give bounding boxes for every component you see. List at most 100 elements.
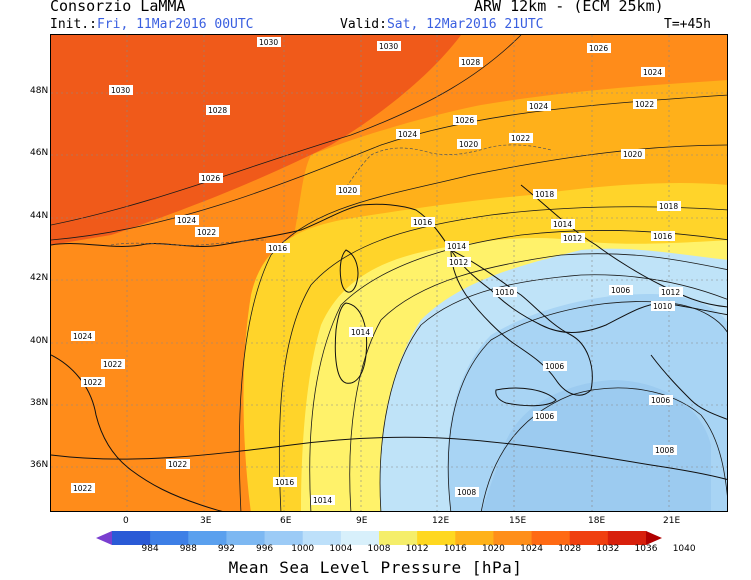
colorbar-cell: [607, 531, 647, 545]
isobar-line: [51, 35, 522, 226]
svg-text:1022: 1022: [635, 100, 654, 109]
svg-text:1020: 1020: [623, 150, 642, 159]
colorbar-level-label: 1016: [443, 544, 467, 554]
isobar-label: 1026: [199, 173, 223, 183]
isobar-label: 1022: [81, 377, 105, 387]
isobar-label: 1016: [651, 231, 675, 241]
svg-text:1022: 1022: [168, 460, 187, 469]
svg-text:1024: 1024: [398, 130, 417, 139]
svg-text:1010: 1010: [653, 302, 672, 311]
svg-text:1022: 1022: [197, 228, 216, 237]
init-label: Init.:Fri, 11Mar2016 00UTC: [50, 17, 254, 32]
isobar-label: 1010: [651, 301, 675, 311]
isobar-line: [51, 94, 727, 241]
svg-text:1018: 1018: [659, 202, 678, 211]
isobar-label: 1008: [653, 445, 677, 455]
lon-label: 12E: [432, 516, 450, 526]
svg-text:1022: 1022: [83, 378, 102, 387]
colorbar-cells: [112, 531, 647, 545]
svg-text:1024: 1024: [529, 102, 548, 111]
isobar-label: 1014: [445, 241, 469, 251]
colorbar-level-label: 1020: [481, 544, 505, 554]
svg-text:1012: 1012: [563, 234, 582, 243]
svg-text:1012: 1012: [661, 288, 680, 297]
coastline-africa: [51, 436, 727, 480]
lon-label: 21E: [663, 516, 681, 526]
isobar-label: 1016: [411, 217, 435, 227]
isobar-label: 1018: [533, 189, 557, 199]
isobar-label: 1008: [455, 487, 479, 497]
colorbar-title: Mean Sea Level Pressure [hPa]: [228, 558, 523, 577]
svg-text:1014: 1014: [313, 496, 332, 505]
isobar-label: 1026: [587, 43, 611, 53]
lon-label: 15E: [509, 516, 527, 526]
isobar-label: 1022: [633, 99, 657, 109]
colorbar-cell: [302, 531, 342, 545]
lon-label: 18E: [588, 516, 606, 526]
lat-label: 40N: [30, 336, 49, 346]
band-high-nw: [51, 35, 461, 245]
svg-text:1016: 1016: [268, 244, 287, 253]
svg-text:1018: 1018: [535, 190, 554, 199]
colorbar-arrow-right: [646, 531, 662, 545]
isobar-label: 1030: [109, 85, 133, 95]
coastline-north: [51, 203, 727, 333]
svg-text:1022: 1022: [103, 360, 122, 369]
svg-text:1030: 1030: [111, 86, 130, 95]
colorbar-level-label: 992: [217, 544, 236, 554]
pressure-map: 1030 1030 1030 1028 1028 1026 1026 1026 …: [50, 34, 728, 512]
colorbar-level-label: 1040: [672, 544, 696, 554]
svg-text:1008: 1008: [655, 446, 674, 455]
country-borders: [110, 144, 552, 246]
isobar-label: 1010: [493, 287, 517, 297]
coastline-italy: [450, 249, 593, 396]
colorbar-cell: [379, 531, 418, 545]
lon-label: 3E: [200, 516, 212, 526]
isobar-label: 1012: [561, 233, 585, 243]
isobar-label: 1024: [396, 129, 420, 139]
isobar-line: [278, 206, 727, 511]
isobar-labels: 1030 1030 1030 1028 1028 1026 1026 1026 …: [71, 37, 683, 505]
isobar-label: 1030: [257, 37, 281, 47]
svg-text:1008: 1008: [457, 488, 476, 497]
coastline-greece: [650, 354, 727, 420]
isobar-label: 1022: [71, 483, 95, 493]
init-label-text: Init.:: [50, 17, 97, 32]
svg-text:1014: 1014: [447, 242, 466, 251]
isobar-label: 1006: [649, 395, 673, 405]
isobar-label: 1006: [609, 285, 633, 295]
isobar-line: [480, 387, 727, 511]
graticule: [51, 35, 727, 511]
svg-text:1010: 1010: [495, 288, 514, 297]
svg-text:1020: 1020: [338, 186, 357, 195]
coastline-adriatic-east: [520, 184, 727, 308]
isobar-label: 1018: [657, 201, 681, 211]
colorbar-cell: [493, 531, 533, 545]
svg-text:1014: 1014: [553, 220, 572, 229]
colorbar-level-label: 984: [141, 544, 159, 554]
isobar-label: 1022: [195, 227, 219, 237]
isobar-line: [309, 230, 727, 511]
lon-label: 0: [123, 516, 129, 526]
lon-label: 9E: [356, 516, 368, 526]
isobar-label: 1028: [206, 105, 230, 115]
svg-text:1016: 1016: [413, 218, 432, 227]
colorbar-arrow-left: [96, 531, 112, 545]
isobar-label: 1014: [311, 495, 335, 505]
svg-text:1024: 1024: [643, 68, 662, 77]
lat-label: 48N: [30, 86, 49, 96]
band-1016-1014: [301, 238, 727, 511]
colorbar-level-label: 1036: [634, 544, 658, 554]
isobar-label: 1024: [641, 67, 665, 77]
svg-text:1006: 1006: [535, 412, 554, 421]
isobar-label: 1024: [71, 331, 95, 341]
colorbar-level-label: 1008: [367, 544, 391, 554]
svg-text:1006: 1006: [545, 362, 564, 371]
colorbar-level-label: 988: [179, 544, 197, 554]
colorbar-level-label: 1004: [329, 544, 353, 554]
valid-value: Sat, 12Mar2016 21UTC: [386, 17, 544, 32]
isobar-label: 1022: [166, 459, 190, 469]
border-pyrenees: [110, 239, 267, 246]
colorbar-cell: [112, 531, 151, 545]
svg-text:1030: 1030: [259, 38, 278, 47]
